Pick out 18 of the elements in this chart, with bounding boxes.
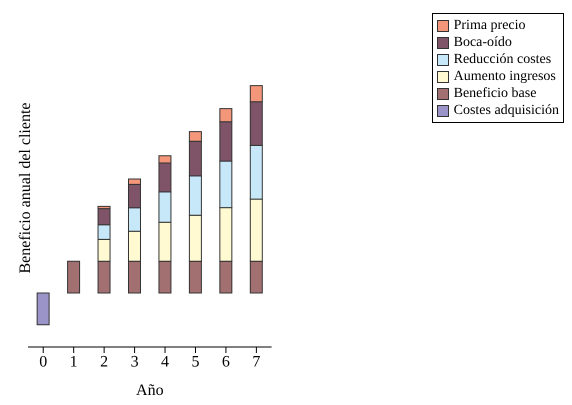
legend-label: Costes adquisición (454, 102, 559, 119)
x-tick-label: 1 (70, 353, 78, 370)
legend-label: Reducción costes (454, 51, 552, 68)
x-tick-label: 7 (252, 353, 260, 370)
y-axis-title: Beneficio anual del cliente (17, 102, 34, 274)
x-tick-label: 4 (161, 353, 170, 370)
bar (36, 292, 50, 326)
x-tick-label: 6 (222, 353, 230, 370)
legend-label: Beneficio base (454, 85, 536, 102)
x-tick-label: 2 (100, 353, 108, 370)
legend-label: Boca-oído (454, 34, 512, 51)
legend-label: Aumento ingresos (454, 68, 556, 85)
bar (67, 260, 80, 294)
x-tick-label: 0 (39, 353, 48, 370)
x-tick-label: 3 (130, 353, 139, 370)
legend-label: Prima precio (454, 17, 526, 34)
x-axis-title: Año (136, 382, 164, 399)
x-tick-label: 5 (191, 353, 200, 370)
